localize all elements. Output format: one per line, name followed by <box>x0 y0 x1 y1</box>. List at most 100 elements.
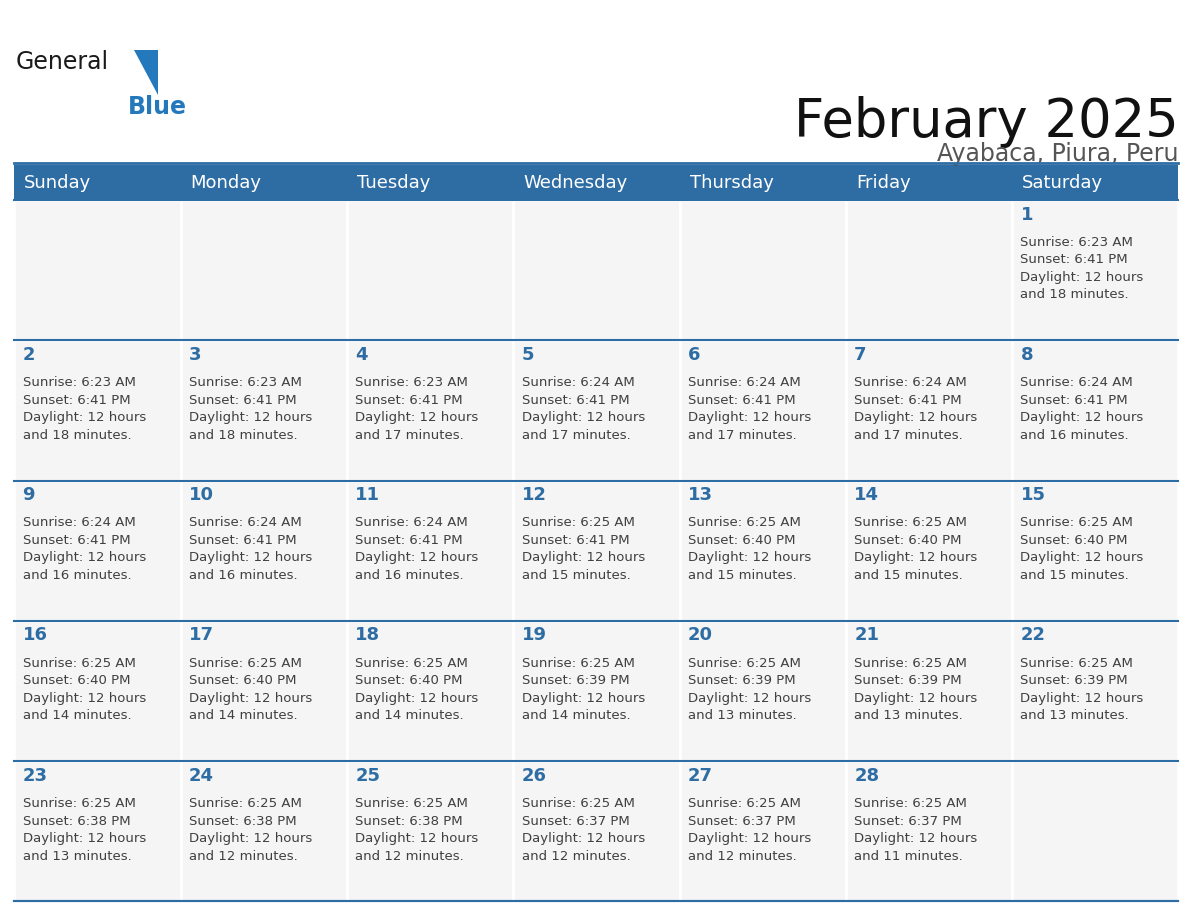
Bar <box>1012 481 1178 621</box>
Text: Sunrise: 6:24 AM
Sunset: 6:41 PM
Daylight: 12 hours
and 16 minutes.: Sunrise: 6:24 AM Sunset: 6:41 PM Dayligh… <box>1020 376 1144 442</box>
Text: Sunrise: 6:25 AM
Sunset: 6:37 PM
Daylight: 12 hours
and 12 minutes.: Sunrise: 6:25 AM Sunset: 6:37 PM Dayligh… <box>688 797 811 863</box>
Text: Sunrise: 6:25 AM
Sunset: 6:40 PM
Daylight: 12 hours
and 14 minutes.: Sunrise: 6:25 AM Sunset: 6:40 PM Dayligh… <box>355 656 479 722</box>
Text: Sunrise: 6:25 AM
Sunset: 6:37 PM
Daylight: 12 hours
and 11 minutes.: Sunrise: 6:25 AM Sunset: 6:37 PM Dayligh… <box>854 797 978 863</box>
Text: Sunrise: 6:25 AM
Sunset: 6:40 PM
Daylight: 12 hours
and 14 minutes.: Sunrise: 6:25 AM Sunset: 6:40 PM Dayligh… <box>23 656 146 722</box>
Text: Sunrise: 6:24 AM
Sunset: 6:41 PM
Daylight: 12 hours
and 17 minutes.: Sunrise: 6:24 AM Sunset: 6:41 PM Dayligh… <box>688 376 811 442</box>
Bar <box>846 165 1012 200</box>
Bar <box>513 165 680 200</box>
Text: 4: 4 <box>355 346 368 364</box>
Text: Tuesday: Tuesday <box>356 174 430 192</box>
Text: 14: 14 <box>854 487 879 504</box>
Bar <box>680 621 846 761</box>
Bar <box>680 761 846 901</box>
Bar <box>14 761 181 901</box>
Text: 24: 24 <box>189 767 214 785</box>
Text: 2: 2 <box>23 346 36 364</box>
Bar <box>513 761 680 901</box>
Text: Sunrise: 6:25 AM
Sunset: 6:38 PM
Daylight: 12 hours
and 12 minutes.: Sunrise: 6:25 AM Sunset: 6:38 PM Dayligh… <box>189 797 312 863</box>
Bar <box>14 621 181 761</box>
Text: 1: 1 <box>1020 206 1034 224</box>
Bar <box>846 341 1012 481</box>
Polygon shape <box>134 50 158 95</box>
Text: Blue: Blue <box>128 95 188 118</box>
Text: 10: 10 <box>189 487 214 504</box>
Text: 19: 19 <box>522 626 546 644</box>
Text: 22: 22 <box>1020 626 1045 644</box>
Text: 13: 13 <box>688 487 713 504</box>
Text: Sunrise: 6:25 AM
Sunset: 6:40 PM
Daylight: 12 hours
and 15 minutes.: Sunrise: 6:25 AM Sunset: 6:40 PM Dayligh… <box>1020 517 1144 582</box>
Text: 5: 5 <box>522 346 535 364</box>
Text: Sunrise: 6:24 AM
Sunset: 6:41 PM
Daylight: 12 hours
and 16 minutes.: Sunrise: 6:24 AM Sunset: 6:41 PM Dayligh… <box>189 517 312 582</box>
Bar <box>347 341 513 481</box>
Bar <box>846 200 1012 341</box>
Text: Sunrise: 6:23 AM
Sunset: 6:41 PM
Daylight: 12 hours
and 18 minutes.: Sunrise: 6:23 AM Sunset: 6:41 PM Dayligh… <box>1020 236 1144 301</box>
Text: Sunrise: 6:23 AM
Sunset: 6:41 PM
Daylight: 12 hours
and 18 minutes.: Sunrise: 6:23 AM Sunset: 6:41 PM Dayligh… <box>189 376 312 442</box>
Text: 12: 12 <box>522 487 546 504</box>
Bar <box>680 341 846 481</box>
Bar <box>347 200 513 341</box>
Bar <box>1012 621 1178 761</box>
Bar <box>1012 761 1178 901</box>
Bar <box>846 761 1012 901</box>
Text: 16: 16 <box>23 626 48 644</box>
Text: Sunrise: 6:25 AM
Sunset: 6:39 PM
Daylight: 12 hours
and 14 minutes.: Sunrise: 6:25 AM Sunset: 6:39 PM Dayligh… <box>522 656 645 722</box>
Bar <box>680 165 846 200</box>
Text: 26: 26 <box>522 767 546 785</box>
Bar <box>513 621 680 761</box>
Bar <box>680 481 846 621</box>
Bar <box>181 481 347 621</box>
Text: Sunrise: 6:25 AM
Sunset: 6:38 PM
Daylight: 12 hours
and 13 minutes.: Sunrise: 6:25 AM Sunset: 6:38 PM Dayligh… <box>23 797 146 863</box>
Bar <box>1012 200 1178 341</box>
Text: 27: 27 <box>688 767 713 785</box>
Text: Sunrise: 6:25 AM
Sunset: 6:40 PM
Daylight: 12 hours
and 15 minutes.: Sunrise: 6:25 AM Sunset: 6:40 PM Dayligh… <box>688 517 811 582</box>
Text: General: General <box>15 50 108 74</box>
Bar <box>680 200 846 341</box>
Text: 8: 8 <box>1020 346 1034 364</box>
Text: 21: 21 <box>854 626 879 644</box>
Text: Sunrise: 6:25 AM
Sunset: 6:39 PM
Daylight: 12 hours
and 13 minutes.: Sunrise: 6:25 AM Sunset: 6:39 PM Dayligh… <box>1020 656 1144 722</box>
Bar <box>181 341 347 481</box>
Bar <box>846 621 1012 761</box>
Text: Thursday: Thursday <box>689 174 773 192</box>
Text: 28: 28 <box>854 767 879 785</box>
Text: Sunrise: 6:23 AM
Sunset: 6:41 PM
Daylight: 12 hours
and 18 minutes.: Sunrise: 6:23 AM Sunset: 6:41 PM Dayligh… <box>23 376 146 442</box>
Bar <box>181 621 347 761</box>
Bar <box>1012 165 1178 200</box>
Text: Sunrise: 6:25 AM
Sunset: 6:40 PM
Daylight: 12 hours
and 14 minutes.: Sunrise: 6:25 AM Sunset: 6:40 PM Dayligh… <box>189 656 312 722</box>
Text: Sunrise: 6:24 AM
Sunset: 6:41 PM
Daylight: 12 hours
and 17 minutes.: Sunrise: 6:24 AM Sunset: 6:41 PM Dayligh… <box>522 376 645 442</box>
Text: Sunrise: 6:25 AM
Sunset: 6:39 PM
Daylight: 12 hours
and 13 minutes.: Sunrise: 6:25 AM Sunset: 6:39 PM Dayligh… <box>854 656 978 722</box>
Bar <box>846 481 1012 621</box>
Bar <box>181 165 347 200</box>
Bar <box>1012 341 1178 481</box>
Text: Sunrise: 6:24 AM
Sunset: 6:41 PM
Daylight: 12 hours
and 16 minutes.: Sunrise: 6:24 AM Sunset: 6:41 PM Dayligh… <box>355 517 479 582</box>
Bar <box>181 761 347 901</box>
Bar <box>347 761 513 901</box>
Text: Sunrise: 6:25 AM
Sunset: 6:39 PM
Daylight: 12 hours
and 13 minutes.: Sunrise: 6:25 AM Sunset: 6:39 PM Dayligh… <box>688 656 811 722</box>
Text: 6: 6 <box>688 346 701 364</box>
Text: 15: 15 <box>1020 487 1045 504</box>
Text: 11: 11 <box>355 487 380 504</box>
Text: Sunrise: 6:25 AM
Sunset: 6:40 PM
Daylight: 12 hours
and 15 minutes.: Sunrise: 6:25 AM Sunset: 6:40 PM Dayligh… <box>854 517 978 582</box>
Text: 7: 7 <box>854 346 867 364</box>
Text: Sunrise: 6:25 AM
Sunset: 6:41 PM
Daylight: 12 hours
and 15 minutes.: Sunrise: 6:25 AM Sunset: 6:41 PM Dayligh… <box>522 517 645 582</box>
Bar <box>14 165 181 200</box>
Text: Sunrise: 6:24 AM
Sunset: 6:41 PM
Daylight: 12 hours
and 16 minutes.: Sunrise: 6:24 AM Sunset: 6:41 PM Dayligh… <box>23 517 146 582</box>
Text: Ayabaca, Piura, Peru: Ayabaca, Piura, Peru <box>937 142 1178 166</box>
Text: Wednesday: Wednesday <box>523 174 627 192</box>
Bar <box>14 341 181 481</box>
Text: Sunrise: 6:25 AM
Sunset: 6:37 PM
Daylight: 12 hours
and 12 minutes.: Sunrise: 6:25 AM Sunset: 6:37 PM Dayligh… <box>522 797 645 863</box>
Bar <box>347 481 513 621</box>
Bar <box>513 341 680 481</box>
Text: Monday: Monday <box>190 174 261 192</box>
Text: 23: 23 <box>23 767 48 785</box>
Text: 9: 9 <box>23 487 36 504</box>
Bar <box>513 200 680 341</box>
Text: 17: 17 <box>189 626 214 644</box>
Text: Saturday: Saturday <box>1022 174 1104 192</box>
Text: 3: 3 <box>189 346 202 364</box>
Text: Sunrise: 6:24 AM
Sunset: 6:41 PM
Daylight: 12 hours
and 17 minutes.: Sunrise: 6:24 AM Sunset: 6:41 PM Dayligh… <box>854 376 978 442</box>
Text: Sunrise: 6:25 AM
Sunset: 6:38 PM
Daylight: 12 hours
and 12 minutes.: Sunrise: 6:25 AM Sunset: 6:38 PM Dayligh… <box>355 797 479 863</box>
Bar <box>181 200 347 341</box>
Text: 20: 20 <box>688 626 713 644</box>
Bar <box>14 200 181 341</box>
